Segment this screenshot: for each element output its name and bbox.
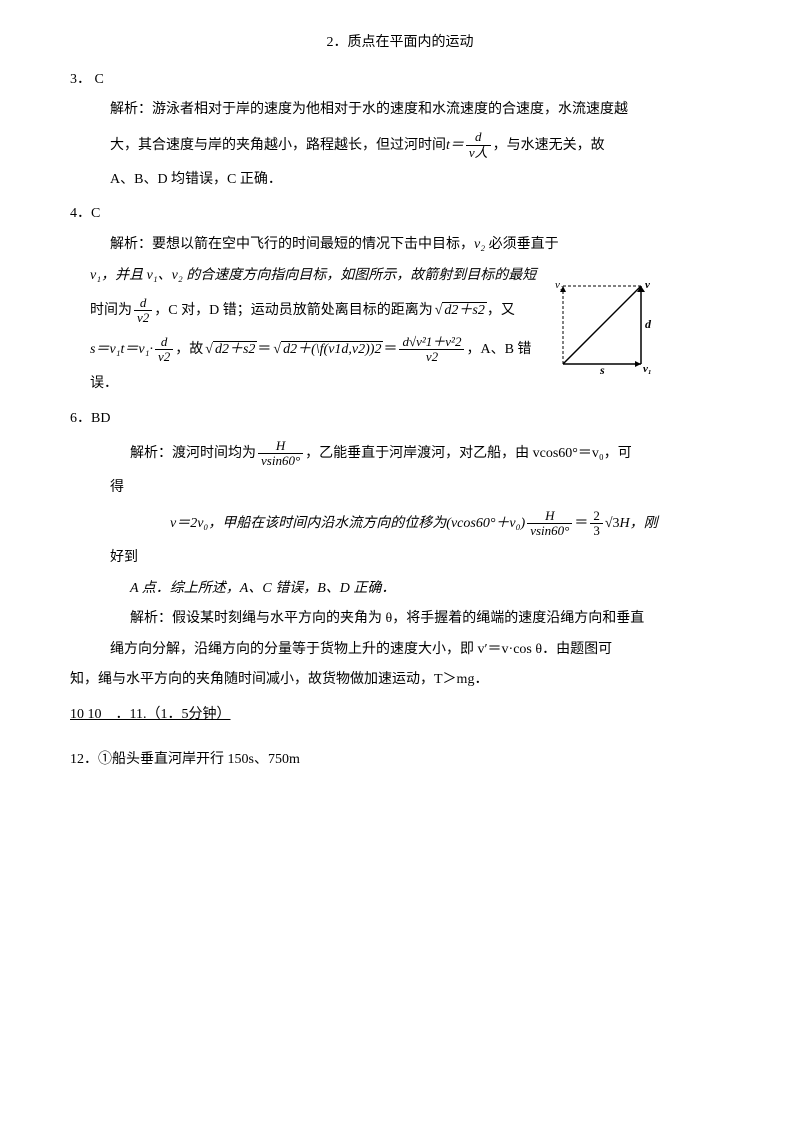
q4-frac3: d√v²1＋v²2 v2: [399, 335, 464, 365]
q6-frac2-num: H: [527, 509, 572, 524]
q6-line2b: ＝: [574, 506, 588, 541]
q4-header: 4．C: [70, 201, 610, 228]
q3-text-a: 大，其合速度与岸的夹角越小，路程越长，但过河时间: [110, 128, 446, 163]
q4-frac1-den: v2: [134, 311, 152, 325]
q4-line3a: 时间为: [90, 293, 132, 328]
q4-v2: v₂: [474, 237, 485, 252]
q3-analysis-line2: 大，其合速度与岸的夹角越小，路程越长，但过河时间 t＝ d v人 ，与水速无关，…: [70, 128, 730, 163]
q4-line3c: ，又: [487, 293, 515, 328]
q6-frac3-num: 2: [590, 509, 603, 524]
q4-sqrt1-content: d2＋s2: [442, 302, 486, 318]
q4-frac2-den: v2: [155, 350, 173, 364]
q4-sqrt1: d2＋s2: [433, 293, 487, 328]
q4-frac2: d v2: [155, 335, 173, 365]
q4-sqrt2-content: d2＋s2: [213, 341, 257, 357]
q10-11-text: 10 10 ．11.（1．5分钟）: [70, 707, 230, 722]
q4-frac2-num: d: [155, 335, 173, 350]
q6-frac1-den: vsin60°: [258, 454, 303, 468]
q4-line3: 时间为 d v2 ，C 对，D 错；运动员放箭处离目标的距离为 d2＋s2 ，又: [70, 293, 610, 328]
q4-line4a: s＝v₁t＝v₁·: [90, 332, 153, 367]
q4-frac1-num: d: [134, 296, 152, 311]
q6-frac3: 2 3: [590, 509, 603, 539]
q4-line3b: ，C 对，D 错；运动员放箭处离目标的距离为: [154, 293, 432, 328]
q4-line2: v₁，并且 v₁、v₂ 的合速度方向指向目标，如图所示，故箭射到目标的最短: [70, 263, 610, 290]
q4-line4d: ＝: [383, 332, 397, 367]
q4-frac3-den: v2: [399, 350, 464, 364]
q6-line3: A 点．综上所述，A、C 错误，B、D 正确．: [70, 576, 730, 603]
q6-line2c: H，刚: [620, 506, 658, 541]
q4-line1: 解析：要想以箭在空中飞行的时间最短的情况下击中目标，v₂ 必须垂直于: [70, 232, 610, 259]
question-12: 12．①船头垂直河岸开行 150s、750m: [70, 747, 730, 774]
q6-sqrt: √3: [605, 506, 620, 541]
question-6: 6．BD 解析：渡河时间均为 H vsin60° ，乙能垂直于河岸渡河，对乙船，…: [70, 406, 730, 694]
vector-diagram: v₂ v d s v₁: [555, 278, 655, 376]
q4-line4: s＝v₁t＝v₁· d v2 ，故 d2＋s2 ＝ d2＋(\f(v1d,v2)…: [70, 332, 610, 367]
q6-line2: v＝2v₀，甲船在该时间内沿水流方向的位移为(vcos60°＋v₀) H vsi…: [70, 506, 730, 541]
q4-frac1: d v2: [134, 296, 152, 326]
svg-text:v₁: v₁: [643, 363, 652, 375]
q6-frac3-den: 3: [590, 524, 603, 538]
q6-header: 6．BD: [70, 406, 730, 433]
q3-header: 3． C: [70, 67, 730, 94]
svg-text:s: s: [599, 363, 605, 376]
q4-frac3-num: d√v²1＋v²2: [399, 335, 464, 350]
question-10-11: 10 10 ．11.（1．5分钟）: [70, 702, 730, 729]
q6-line5: 绳方向分解，沿绳方向的分量等于货物上升的速度大小，即 v′＝v·cos θ．由题…: [70, 637, 730, 664]
svg-text:v₂: v₂: [555, 279, 564, 291]
question-3: 3． C 解析：游泳者相对于岸的速度为他相对于水的速度和水流速度的合速度，水流速…: [70, 67, 730, 194]
q4-line4e: ，A、B 错: [466, 332, 531, 367]
q6-line6: 知，绳与水平方向的夹角随时间减小，故货物做加速运动，T＞mg．: [70, 667, 730, 694]
q4-sqrt3-content: d2＋(\f(v1d,v2))2: [281, 341, 383, 357]
q6-frac1-num: H: [258, 439, 303, 454]
q6-line4: 解析：假设某时刻绳与水平方向的夹角为 θ，将手握着的绳端的速度沿绳方向和垂直: [70, 606, 730, 633]
q6-line1: 解析：渡河时间均为 H vsin60° ，乙能垂直于河岸渡河，对乙船，由 vco…: [70, 436, 730, 471]
q6-frac2-den: vsin60°: [527, 524, 572, 538]
q6-line3-text: A 点．综上所述，A、C 错误，B、D 正确．: [130, 581, 395, 596]
q6-frac2: H vsin60°: [527, 509, 572, 539]
page-title: 2．质点在平面内的运动: [70, 30, 730, 57]
q4-line4b: ，故: [175, 332, 203, 367]
q4-sqrt2: d2＋s2: [203, 332, 257, 367]
q3-frac-den: v人: [466, 146, 491, 160]
q6-line1c: 得: [70, 475, 730, 502]
q4-line1b: 必须垂直于: [489, 237, 559, 252]
q4-line5: 误．: [70, 371, 610, 398]
q3-fraction: d v人: [466, 130, 491, 160]
q6-line1a: 解析：渡河时间均为: [130, 436, 256, 471]
q3-frac-num: d: [466, 130, 491, 145]
q6-line2d: 好到: [70, 545, 730, 572]
svg-text:v: v: [645, 279, 650, 291]
svg-text:d: d: [645, 317, 652, 331]
q4-line1a: 解析：要想以箭在空中飞行的时间最短的情况下击中目标，: [110, 237, 474, 252]
q3-analysis-line1: 解析：游泳者相对于岸的速度为他相对于水的速度和水流速度的合速度，水流速度越: [70, 97, 730, 124]
q6-line1b: ，乙能垂直于河岸渡河，对乙船，由 vcos60°＝v₀，可: [305, 436, 632, 471]
q6-line2a: v＝2v₀，甲船在该时间内沿水流方向的位移为(vcos60°＋v₀): [170, 506, 525, 541]
q6-frac1: H vsin60°: [258, 439, 303, 469]
q3-t-eq: t＝: [446, 128, 464, 163]
q3-analysis-line3: A、B、D 均错误，C 正确．: [70, 167, 730, 194]
q4-line4c: ＝: [257, 332, 271, 367]
q4-line2a: v₁，并且 v₁、v₂ 的合速度方向指向目标，如图所示，故箭射到目标的最短: [90, 268, 536, 283]
q4-sqrt3: d2＋(\f(v1d,v2))2: [271, 332, 383, 367]
q3-text-b: ，与水速无关，故: [493, 128, 605, 163]
